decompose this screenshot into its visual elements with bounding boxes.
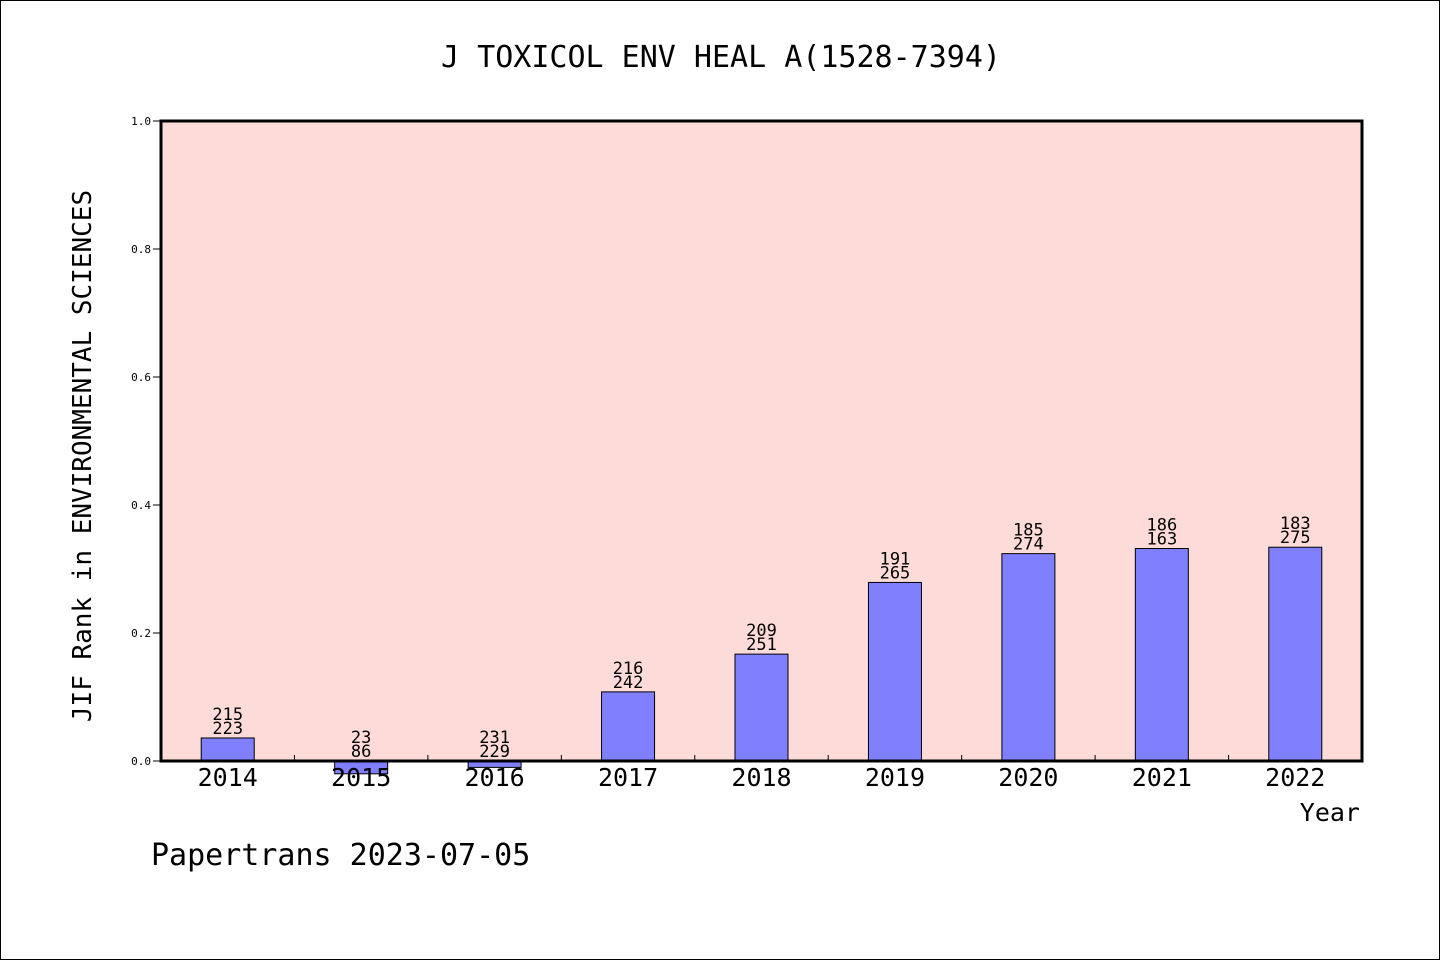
bar-2020 <box>1001 553 1056 762</box>
data-label-total: 265 <box>880 563 911 583</box>
x-tick-label: 2015 <box>331 763 391 792</box>
bar-2017 <box>601 691 656 762</box>
data-label-total: 163 <box>1146 530 1177 550</box>
bar-2022 <box>1268 546 1323 762</box>
bar-2014 <box>200 737 255 762</box>
data-label-total: 229 <box>479 742 510 762</box>
y-tick-label: 0.2 <box>131 627 151 640</box>
bar-2018 <box>734 653 789 762</box>
x-axis: 2014 2015 2016 2017 2018 2019 2020 2021 2022 <box>198 755 1325 792</box>
data-label-total: 275 <box>1280 528 1311 548</box>
y-tick-label: 0.8 <box>131 243 151 256</box>
data-label-total: 274 <box>1013 535 1044 555</box>
data-label-total: 251 <box>746 635 777 655</box>
data-label-rank: 183 <box>1280 514 1311 534</box>
y-tick-label: 0.6 <box>131 371 151 384</box>
x-tick-label: 2018 <box>731 763 791 792</box>
data-label-rank: 231 <box>479 728 510 748</box>
data-label-rank: 215 <box>212 705 243 725</box>
y-axis-label: JIF Rank in ENVIRONMENTAL SCIENCES <box>68 190 98 722</box>
y-tick-label: 0.0 <box>131 755 151 768</box>
x-tick-label: 2022 <box>1265 763 1325 792</box>
chart-title: J TOXICOL ENV HEAL A(1528-7394) <box>441 40 1001 75</box>
data-label-total: 86 <box>351 742 371 762</box>
x-tick-label: 2017 <box>598 763 658 792</box>
data-label-rank: 23 <box>351 728 371 748</box>
x-tick-label: 2021 <box>1132 763 1192 792</box>
data-label-total: 242 <box>613 673 644 693</box>
x-tick-label: 2016 <box>465 763 525 792</box>
x-tick-label: 2019 <box>865 763 925 792</box>
bar-2021 <box>1134 548 1189 762</box>
x-tick-label: 2014 <box>198 763 258 792</box>
y-tick-label: 0.4 <box>131 499 151 512</box>
y-tick-label: 1.0 <box>131 115 151 128</box>
data-label-rank: 185 <box>1013 521 1044 541</box>
data-label-rank: 216 <box>613 659 644 679</box>
bar-2019 <box>867 581 922 762</box>
plot-frame <box>159 119 1364 763</box>
data-label-rank: 191 <box>880 549 911 569</box>
footer-text: Papertrans 2023-07-05 <box>151 838 530 873</box>
x-axis-label: Year <box>1300 798 1360 827</box>
bars-group <box>200 546 1323 775</box>
data-label-rank: 209 <box>746 621 777 641</box>
y-axis: 0.0 0.2 0.4 0.6 0.8 1.0 <box>131 115 161 768</box>
data-label-rank: 186 <box>1146 516 1177 536</box>
x-tick-label: 2020 <box>998 763 1058 792</box>
data-label-total: 223 <box>212 719 243 739</box>
